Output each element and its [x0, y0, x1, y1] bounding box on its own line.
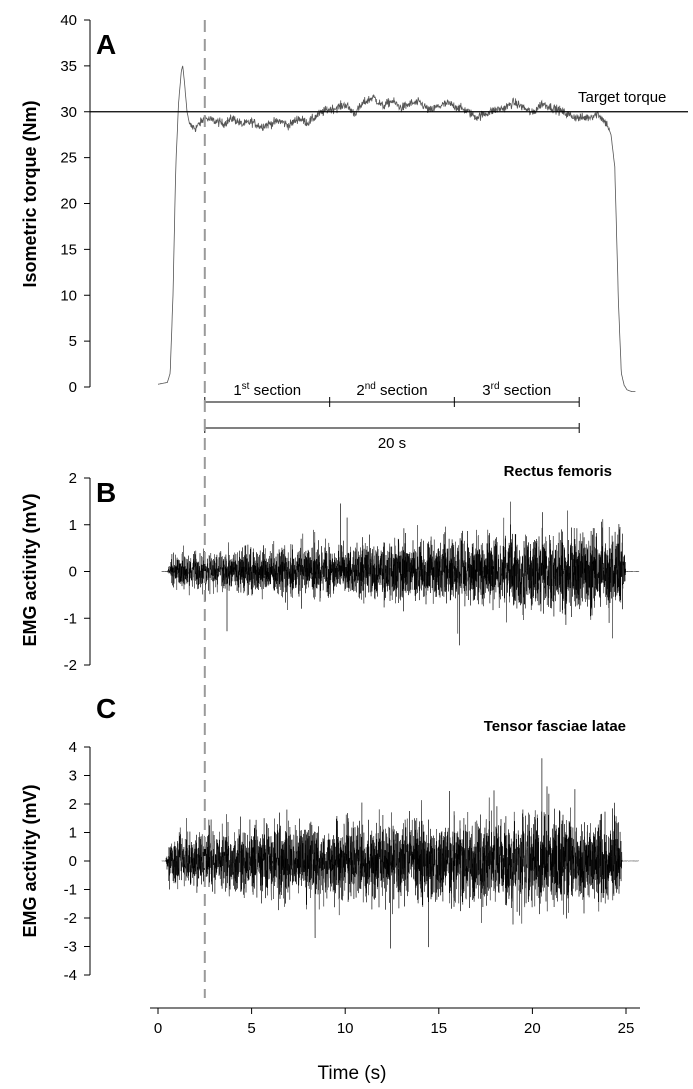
panel-a-y-axis-title: Isometric torque (Nm): [20, 100, 40, 287]
panel-c-y-tick-label: -3: [64, 939, 77, 956]
panel-c-y-tick-label: 4: [69, 739, 77, 756]
section-label: 3rd section: [482, 381, 551, 399]
x-axis-title: Time (s): [318, 1063, 387, 1084]
panel-a-y-tick-label: 40: [60, 12, 77, 29]
panel-a-letter: A: [96, 29, 116, 60]
c-emg-line: [161, 758, 640, 949]
panel-a-y-tick-label: 10: [60, 287, 77, 304]
x-tick-label: 25: [618, 1020, 635, 1037]
panel-c-emg-trace: [161, 758, 640, 949]
panel-b-y-axis-title: EMG activity (mV): [20, 493, 40, 646]
panel-c-y-tick-label: 0: [69, 853, 77, 870]
panel-b-y-tick-label: 2: [69, 470, 77, 487]
panel-b-emg-trace: [161, 501, 640, 646]
panel-a-torque-trace: [158, 65, 636, 392]
panel-c-muscle-label: Tensor fasciae latae: [484, 718, 626, 735]
panel-a-y-tick-label: 0: [69, 379, 77, 396]
b-emg-line: [161, 501, 640, 646]
x-tick-label: 5: [247, 1020, 255, 1037]
panel-a-y-tick-label: 25: [60, 150, 77, 167]
panel-b-y-tick-label: -1: [64, 610, 77, 627]
x-tick-label: 0: [154, 1020, 162, 1037]
panel-b-muscle-label: Rectus femoris: [504, 463, 612, 480]
torque-line: [158, 65, 636, 392]
x-tick-label: 15: [430, 1020, 447, 1037]
panel-b-y-tick-label: 1: [69, 517, 77, 534]
section-annotations: 1st section 2nd section 3rd section 20 s: [204, 381, 580, 452]
panel-c-y-tick-label: 2: [69, 796, 77, 813]
panel-c-y-tick-label: -4: [64, 967, 77, 984]
panel-c-y-axis: -4 -3 -2 -1 0 1 2 3 4: [64, 739, 91, 984]
panel-c-y-tick-label: 3: [69, 768, 77, 785]
panel-c-y-tick-label: 1: [69, 825, 77, 842]
panel-b-y-tick-label: -2: [64, 657, 77, 674]
panel-c-y-tick-label: -1: [64, 882, 77, 899]
panel-a-y-tick-label: 35: [60, 58, 77, 75]
span-label: 20 s: [378, 435, 406, 452]
panel-a-y-tick-label: 5: [69, 333, 77, 350]
panel-c-y-axis-title: EMG activity (mV): [20, 784, 40, 937]
panel-b: -2 -1 0 1 2 B Rectus femoris EMG activity (m…: [20, 463, 640, 674]
panel-c-y-tick-label: -2: [64, 910, 77, 927]
target-torque-label: Target torque: [578, 89, 666, 106]
panel-a-y-tick-label: 20: [60, 196, 77, 213]
panel-a-y-tick-label: 15: [60, 241, 77, 258]
panel-a: 0 5 10 15 20 25 30 35 40 Target torque A Isometr…: [20, 12, 688, 452]
panel-b-letter: B: [96, 477, 116, 508]
section-label: 2nd section: [356, 381, 427, 399]
x-tick-label: 10: [337, 1020, 354, 1037]
panel-c-letter: C: [96, 693, 116, 724]
panel-c: -4 -3 -2 -1 0 1 2 3 4 0 5 10 15 20 25 C Tensor fascia…: [20, 693, 640, 1084]
panel-b-y-axis: -2 -1 0 1 2: [64, 470, 91, 674]
panel-b-y-tick-label: 0: [69, 564, 77, 581]
panel-c-x-axis: 0 5 10 15 20 25: [150, 1007, 640, 1037]
x-tick-label: 20: [524, 1020, 541, 1037]
panel-a-y-tick-label: 30: [60, 104, 77, 121]
panel-a-y-axis: 0 5 10 15 20 25 30 35 40: [60, 12, 91, 396]
section-label: 1st section: [233, 381, 301, 399]
